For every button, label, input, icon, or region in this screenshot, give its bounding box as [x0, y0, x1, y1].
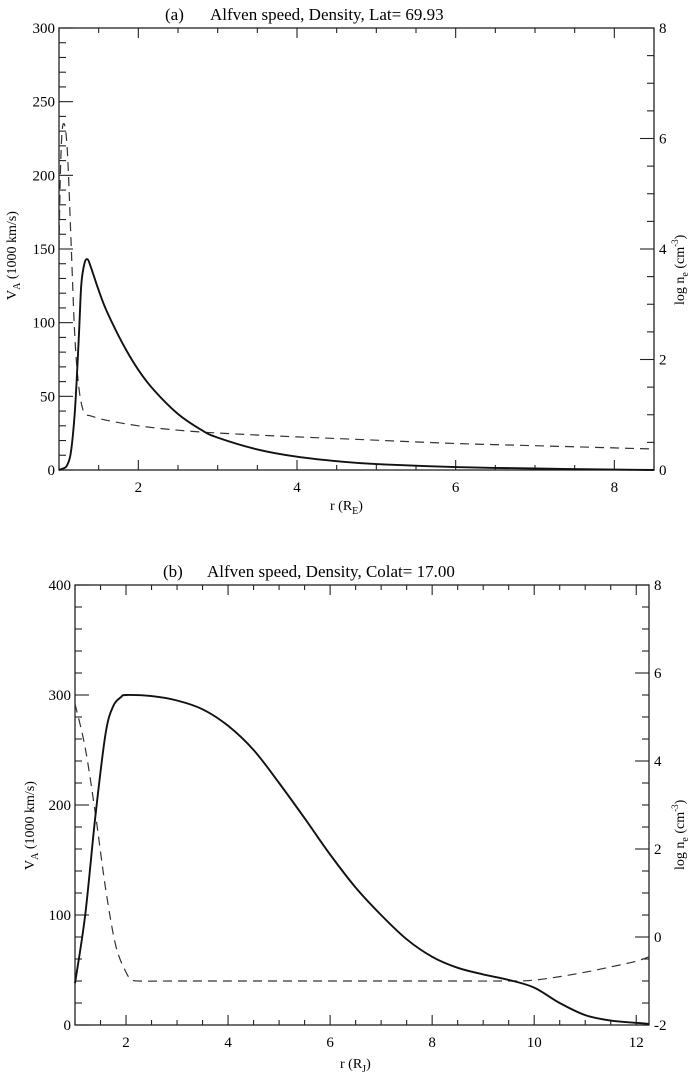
tick-label: 300 [49, 688, 72, 704]
tick-label: 200 [33, 168, 56, 184]
panel-a-plot-frame [58, 27, 655, 471]
tick-label: 400 [49, 578, 72, 594]
tick-label: 100 [33, 316, 56, 332]
tick-label: 4 [654, 754, 662, 770]
tick-label: 6 [452, 480, 460, 496]
tick-label: 0 [64, 1018, 72, 1034]
tick-label: 250 [33, 95, 56, 111]
tick-label: 100 [49, 908, 72, 924]
tick-label: 0 [48, 463, 56, 479]
tick-label: 2 [122, 1035, 130, 1051]
panel-a-title: Alfven speed, Density, Lat= 69.93 [210, 5, 444, 24]
tick-label: 50 [40, 389, 55, 405]
panel-b-ylabel-right: log ne (cm-3) [670, 799, 690, 870]
panel-b-plot-frame [74, 584, 650, 1026]
tick-label: 8 [428, 1035, 436, 1051]
panel-a-ylabel-left: VA (1000 km/s) [5, 211, 23, 300]
tick-label: 4 [224, 1035, 232, 1051]
tick-label: 8 [611, 480, 619, 496]
tick-label: 4 [293, 480, 301, 496]
panel-b-density-line [74, 703, 650, 982]
panel-a-density-line [58, 122, 655, 450]
panel-a-ylabel-right: log ne (cm-3) [670, 234, 690, 305]
panel-b-xlabel-sub: J [362, 1064, 366, 1075]
panel-a-axes: 2 4 6 8 0 50 100 150 200 250 300 0 2 4 6 8 [33, 21, 668, 496]
panel-b-chart: (b) Alfven speed, Density, Colat= 17.00 … [23, 562, 690, 1075]
tick-label: 8 [654, 578, 662, 594]
tick-label: 12 [629, 1035, 644, 1051]
tick-label: 2 [659, 353, 667, 369]
panel-a-alfven-speed-line [58, 258, 655, 471]
tick-label: -2 [654, 1018, 667, 1034]
tick-label: 10 [527, 1035, 542, 1051]
panel-b-axes: 2 4 6 8 10 12 0 100 200 300 400 -2 0 2 4 6 8 [49, 578, 667, 1051]
panel-a-chart: (a) Alfven speed, Density, Lat= 69.93 2 4… [5, 5, 690, 517]
tick-label: 8 [659, 21, 667, 37]
tick-label: 6 [326, 1035, 334, 1051]
panel-b-alfven-speed-line [74, 694, 650, 1025]
tick-label: 2 [135, 480, 143, 496]
tick-label: 0 [654, 930, 662, 946]
panel-b-ylabel-left: VA (1000 km/s) [23, 781, 41, 870]
panel-a-xlabel-main: r (R [330, 499, 353, 514]
panel-a-xlabel-sub: E [352, 506, 358, 517]
panel-b-label: (b) [163, 562, 183, 581]
panel-b-xlabel: r (RJ) [340, 1057, 371, 1075]
tick-label: 200 [49, 798, 72, 814]
tick-label: 6 [654, 666, 662, 682]
panel-a-xlabel: r (RE) [330, 499, 363, 517]
panel-a-label: (a) [165, 5, 184, 24]
tick-label: 150 [33, 242, 56, 258]
tick-label: 6 [659, 132, 667, 148]
tick-label: 2 [654, 842, 662, 858]
tick-label: 4 [659, 242, 667, 258]
panel-b-title: Alfven speed, Density, Colat= 17.00 [207, 562, 455, 581]
tick-label: 300 [33, 21, 56, 37]
panel-b-xlabel-main: r (R [340, 1057, 363, 1072]
tick-label: 0 [659, 463, 667, 479]
